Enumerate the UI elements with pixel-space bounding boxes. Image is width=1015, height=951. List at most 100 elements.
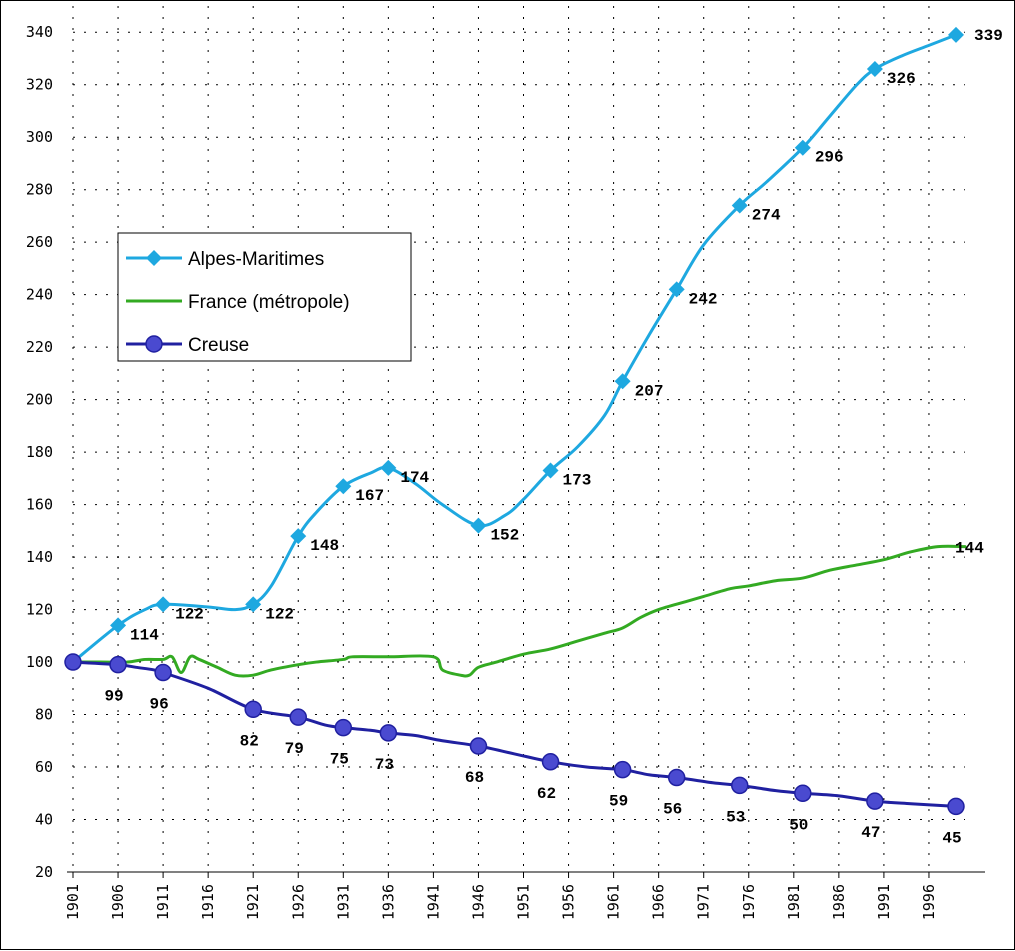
data-label-alpes-maritimes: 148 (310, 537, 339, 555)
data-label-creuse: 75 (330, 751, 349, 769)
data-point-alpes-maritimes (380, 459, 397, 476)
x-tick-label: 1936 (379, 884, 397, 920)
y-tick-label: 240 (26, 286, 53, 304)
series-line-creuse (71, 660, 958, 808)
data-point-creuse (64, 653, 82, 671)
x-tick-label: 1911 (154, 884, 172, 920)
data-point-alpes-maritimes (470, 517, 487, 534)
data-label-creuse: 62 (537, 785, 556, 803)
y-tick-label: 320 (26, 76, 53, 94)
x-tick-label: 1941 (424, 884, 442, 920)
data-point-creuse (289, 708, 308, 726)
y-tick-label: 200 (26, 391, 53, 409)
x-tick-label: 1921 (244, 884, 262, 920)
data-point-creuse (613, 760, 632, 779)
data-point-creuse (334, 718, 353, 737)
data-label-alpes-maritimes: 339 (974, 27, 1003, 45)
data-point-alpes-maritimes (290, 528, 307, 545)
data-point-alpes-maritimes (731, 197, 748, 214)
x-tick-label: 1931 (334, 884, 352, 920)
y-tick-label: 120 (26, 601, 53, 619)
data-label-alpes-maritimes: 152 (490, 527, 519, 545)
y-tick-label: 220 (26, 338, 53, 356)
data-point-alpes-maritimes (542, 462, 559, 479)
x-tick-label: 1996 (920, 884, 938, 920)
data-point-creuse (866, 792, 884, 810)
y-tick-label: 180 (26, 443, 53, 461)
data-label-creuse: 59 (609, 793, 628, 811)
x-tick-label: 1961 (605, 884, 623, 920)
data-point-alpes-maritimes (335, 478, 352, 495)
data-label-alpes-maritimes: 122 (175, 605, 204, 623)
x-tick-label: 1906 (109, 884, 127, 920)
series-line-alpes-maritimes (71, 33, 958, 664)
data-point-alpes-maritimes (794, 139, 811, 156)
data-label-alpes-maritimes: 174 (400, 469, 429, 487)
data-label-alpes-maritimes: 122 (265, 605, 294, 623)
x-tick-label: 1991 (875, 884, 893, 920)
data-label-alpes-maritimes: 114 (130, 626, 159, 644)
data-point-alpes-maritimes (155, 596, 172, 613)
series-line-france-m-tropole (71, 544, 967, 678)
data-label-creuse: 96 (149, 696, 168, 714)
legend-marker-alpes-maritimes (146, 250, 162, 266)
x-tick-label: 1981 (785, 884, 803, 920)
data-label-alpes-maritimes: 173 (563, 471, 592, 489)
data-point-creuse (730, 776, 749, 795)
legend-box (117, 232, 412, 362)
y-tick-label: 280 (26, 181, 53, 199)
data-point-alpes-maritimes (866, 60, 883, 77)
data-label-creuse: 79 (285, 740, 304, 758)
data-label-creuse: 45 (942, 829, 961, 847)
x-tick-label: 1946 (469, 884, 487, 920)
data-point-creuse (154, 663, 172, 682)
data-point-creuse (109, 655, 127, 674)
y-tick-label: 40 (35, 811, 53, 829)
data-label-creuse: 68 (465, 769, 484, 787)
data-label-creuse: 82 (240, 732, 259, 750)
y-tick-label: 160 (26, 496, 53, 514)
data-point-creuse (947, 797, 965, 816)
x-tick-label: 1976 (740, 884, 758, 920)
data-point-creuse (794, 784, 812, 803)
data-point-alpes-maritimes (614, 373, 631, 390)
legend-label-france-m-tropole: France (métropole) (188, 292, 350, 313)
y-tick-label: 100 (26, 653, 53, 671)
data-label-creuse: 47 (861, 824, 880, 842)
x-tick-label: 1966 (650, 884, 668, 920)
data-label-alpes-maritimes: 326 (887, 70, 916, 88)
data-point-alpes-maritimes (668, 281, 685, 298)
legend-label-creuse: Creuse (188, 335, 249, 356)
y-tick-label: 60 (35, 758, 53, 776)
x-tick-label: 1971 (695, 884, 713, 920)
y-tick-label: 140 (26, 548, 53, 566)
x-tick-label: 1986 (830, 884, 848, 920)
data-label-creuse: 73 (375, 756, 394, 774)
data-point-alpes-maritimes (110, 617, 127, 634)
x-tick-label: 1926 (289, 884, 307, 920)
data-label-alpes-maritimes: 167 (355, 487, 384, 505)
x-tick-label: 1951 (515, 884, 533, 920)
legend-label-alpes-maritimes: Alpes-Maritimes (188, 249, 324, 270)
data-label-creuse: 99 (104, 688, 123, 706)
y-tick-label: 300 (26, 128, 53, 146)
data-label-alpes-maritimes: 207 (635, 382, 664, 400)
x-tick-label: 1901 (64, 884, 82, 920)
y-tick-label: 80 (35, 706, 53, 724)
data-point-creuse (244, 700, 262, 719)
data-label-alpes-maritimes: 274 (752, 206, 781, 224)
data-point-alpes-maritimes (245, 596, 262, 613)
data-point-creuse (379, 724, 398, 742)
x-tick-label: 1916 (199, 884, 217, 920)
legend-marker-creuse (145, 335, 163, 353)
data-label-creuse: 56 (663, 801, 682, 819)
data-label-creuse: 50 (789, 816, 808, 834)
data-label-creuse: 53 (726, 808, 745, 826)
data-point-creuse (469, 737, 488, 755)
data-point-creuse (541, 753, 560, 771)
y-tick-label: 260 (26, 233, 53, 251)
data-point-creuse (667, 768, 686, 787)
y-tick-label: 20 (35, 863, 53, 881)
